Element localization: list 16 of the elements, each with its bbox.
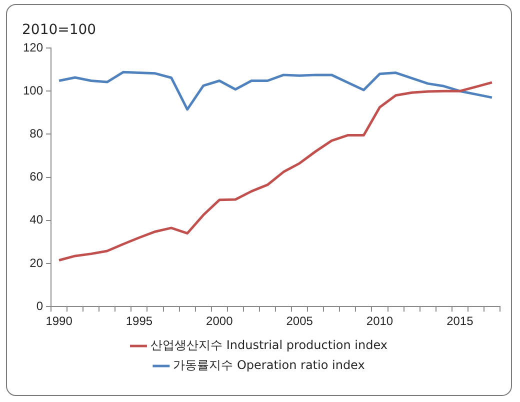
y-tick-label: 20 bbox=[30, 256, 44, 270]
x-tick-label: 1990 bbox=[46, 314, 73, 328]
legend-label: 산업생산지수 Industrial production index bbox=[150, 338, 388, 352]
x-tick-label: 2015 bbox=[446, 314, 474, 328]
x-tick-label: 1995 bbox=[126, 314, 153, 328]
y-tick-label: 80 bbox=[30, 126, 44, 141]
y-axis-title: 2010=100 bbox=[22, 22, 96, 38]
y-tick-label: 60 bbox=[30, 170, 44, 184]
y-tick-label: 100 bbox=[22, 83, 44, 98]
y-tick-label: 0 bbox=[36, 298, 44, 313]
legend-label: 가동률지수 Operation ratio index bbox=[173, 358, 365, 372]
y-tick-label: 40 bbox=[30, 212, 44, 227]
x-tick-label: 2010 bbox=[366, 314, 394, 328]
y-tick-label: 120 bbox=[22, 40, 44, 54]
x-tick-label: 2000 bbox=[206, 314, 234, 328]
x-tick-label: 2005 bbox=[286, 314, 314, 328]
